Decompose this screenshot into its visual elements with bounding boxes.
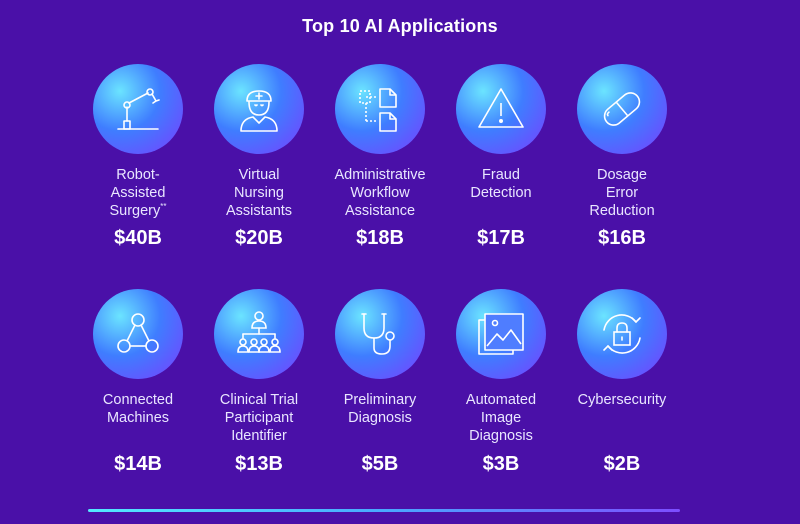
app-card-fraud-detection: Fraud Detection $17B	[441, 64, 561, 289]
icon-circle	[93, 289, 183, 379]
app-label: Clinical Trial Participant Identifier	[219, 392, 299, 444]
icon-circle	[577, 64, 667, 154]
app-label: Preliminary Diagnosis	[343, 392, 417, 426]
app-label: Cybersecurity	[577, 392, 667, 408]
app-value: $14B	[114, 453, 162, 475]
people-hierarchy-icon	[237, 311, 281, 353]
app-label: Robot- Assisted Surgery**	[109, 167, 167, 219]
icon-circle	[214, 289, 304, 379]
app-label: Virtual Nursing Assistants	[225, 167, 293, 219]
app-label: Connected Machines	[102, 392, 174, 426]
robot-arm-icon	[117, 88, 160, 130]
app-value: $16B	[598, 227, 646, 249]
bottom-gradient-divider	[88, 509, 680, 512]
app-value: $20B	[235, 227, 283, 249]
app-value: $3B	[482, 453, 520, 475]
page-title: Top 10 AI Applications	[302, 16, 498, 36]
app-label: Fraud Detection	[470, 167, 532, 201]
app-card-administrative-workflow-assistance: Administrative Workflow Assistance $18B	[320, 64, 440, 289]
app-card-connected-machines: Connected Machines $14B	[78, 289, 198, 514]
icon-circle	[456, 64, 546, 154]
icon-circle	[335, 64, 425, 154]
network-nodes-icon	[117, 313, 159, 353]
icon-circle	[214, 64, 304, 154]
icon-circle	[577, 289, 667, 379]
app-card-virtual-nursing-assistants: Virtual Nursing Assistants $20B	[199, 64, 319, 289]
app-value: $18B	[356, 227, 404, 249]
app-card-cybersecurity: Cybersecurity $2B	[562, 289, 682, 514]
nurse-icon	[240, 90, 278, 132]
app-value: $17B	[477, 227, 525, 249]
app-label: Dosage Error Reduction	[589, 167, 655, 219]
app-card-automated-image-diagnosis: Automated Image Diagnosis $3B	[441, 289, 561, 514]
image-stack-icon	[478, 313, 524, 355]
app-card-dosage-error-reduction: Dosage Error Reduction $16B	[562, 64, 682, 289]
app-card-preliminary-diagnosis: Preliminary Diagnosis $5B	[320, 289, 440, 514]
app-card-robot-assisted-surgery: Robot- Assisted Surgery** $40B	[78, 64, 198, 289]
icon-circle	[335, 289, 425, 379]
pill-icon	[603, 92, 641, 126]
warning-triangle-icon	[478, 88, 524, 128]
app-value: $40B	[114, 227, 162, 249]
stethoscope-icon	[361, 313, 395, 355]
app-label: Administrative Workflow Assistance	[334, 167, 426, 219]
icon-circle	[456, 289, 546, 379]
workflow-documents-icon	[359, 88, 397, 132]
app-value: $13B	[235, 453, 283, 475]
icon-circle	[93, 64, 183, 154]
app-value: $5B	[361, 453, 399, 475]
app-card-clinical-trial-participant-identifier: Clinical Trial Participant Identifier $1…	[199, 289, 319, 514]
applications-grid: Robot- Assisted Surgery** $40B Virtual N…	[78, 64, 722, 514]
lock-cycle-icon	[603, 314, 641, 354]
app-label: Automated Image Diagnosis	[465, 392, 537, 444]
app-value: $2B	[603, 453, 641, 475]
